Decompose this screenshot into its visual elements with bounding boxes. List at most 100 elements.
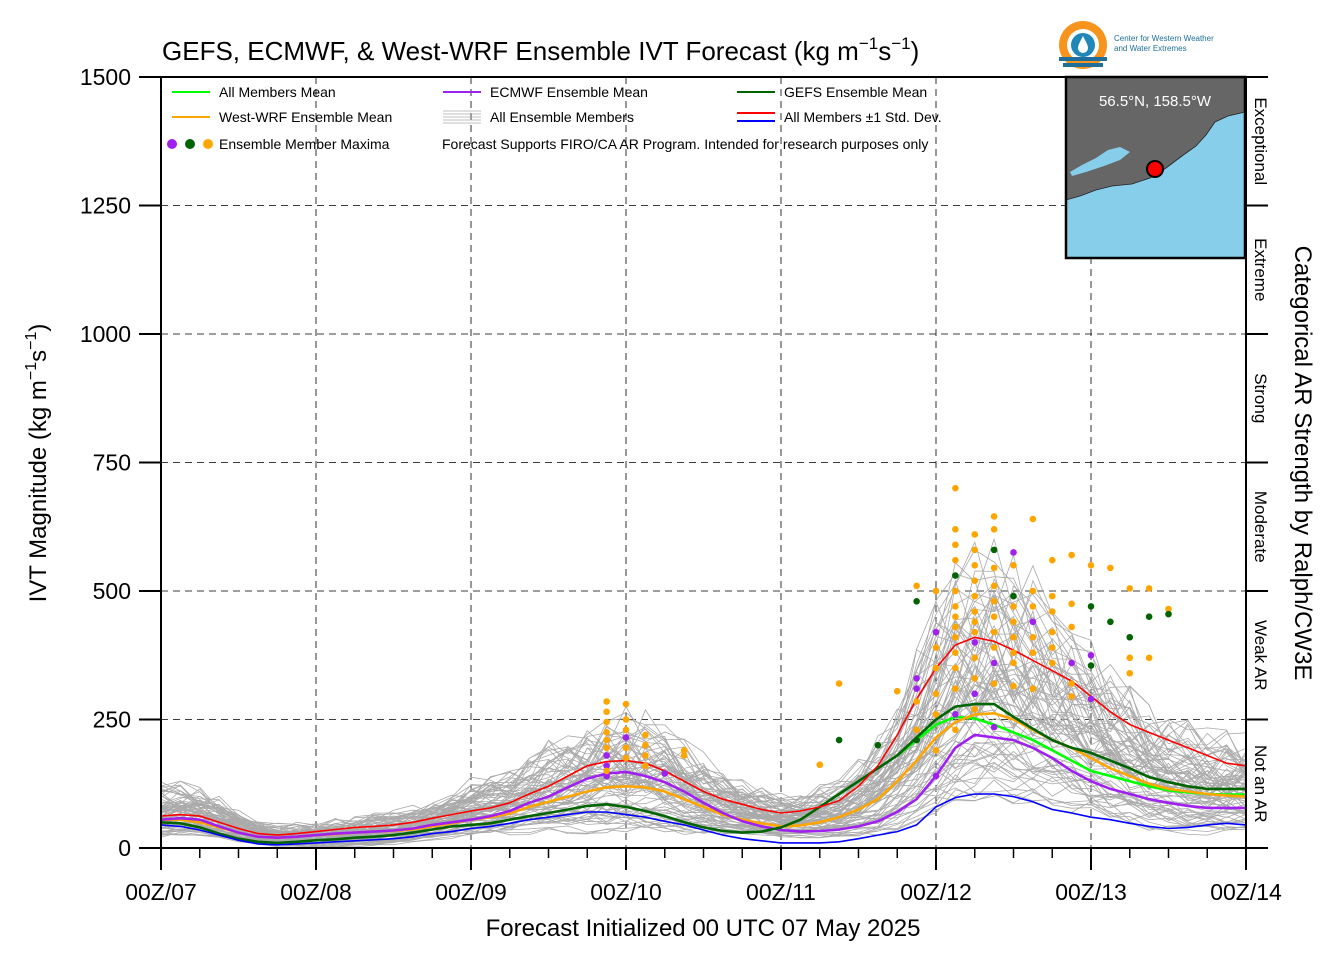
x-tick-label: 00Z/13 [1055, 879, 1127, 905]
maxima-point [990, 644, 998, 651]
x-tick-label: 00Z/11 [746, 879, 816, 905]
maxima-point [990, 546, 998, 554]
maxima-point [1029, 649, 1037, 656]
maxima-point [622, 744, 630, 752]
series-line [161, 636, 1246, 836]
category-labels: Not an AR Weak AR Moderate Strong Extreme Exc… [1251, 97, 1270, 822]
ensemble-member-line [161, 573, 1246, 832]
ensemble-members [161, 537, 1246, 848]
ensemble-member-line [161, 537, 1246, 833]
maxima-point [990, 513, 998, 520]
maxima-point [1107, 564, 1114, 572]
maxima-point [680, 747, 688, 754]
maxima-point [913, 698, 920, 705]
category-label: Exceptional [1251, 97, 1270, 185]
maxima-point [1048, 608, 1056, 615]
ensemble-member-line [161, 590, 1246, 836]
maxima-point [1087, 695, 1095, 703]
maxima-point [622, 716, 630, 723]
x-tick-label: 00Z/10 [590, 879, 662, 905]
ensemble-member-line [161, 596, 1246, 834]
maxima-point [642, 741, 649, 749]
maxima-point [603, 762, 610, 770]
maxima-point [971, 546, 979, 554]
y-tick-label: 1000 [80, 321, 131, 347]
maxima-point [1087, 651, 1095, 659]
maxima-point [1010, 549, 1017, 556]
maxima-point [971, 690, 979, 698]
maxima-point [971, 531, 979, 538]
maxima-point [971, 592, 979, 600]
maxima-point [1087, 662, 1095, 669]
maxima-point [622, 734, 630, 741]
ensemble-member-line [161, 639, 1246, 841]
maxima-point [1010, 618, 1017, 626]
legend-member-maxima: Ensemble Member Maxima [219, 136, 390, 152]
maxima-point [603, 752, 610, 759]
maxima-point [1068, 680, 1075, 687]
maxima-point [1029, 603, 1037, 610]
category-label: Moderate [1251, 491, 1270, 563]
maxima-point [971, 577, 979, 585]
maxima-point [1126, 654, 1134, 662]
maxima-point [932, 690, 940, 698]
x-tick-label: 00Z/14 [1210, 879, 1282, 905]
maxima-point [913, 582, 920, 590]
location-marker [1146, 160, 1164, 178]
maxima-point [603, 698, 610, 705]
disclaimer: Forecast Supports FIRO/CA AR Program. In… [442, 136, 928, 152]
maxima-point [990, 582, 998, 590]
maxima-point [1029, 685, 1037, 692]
maxima-point [932, 747, 940, 754]
logo-text-line2: and Water Extremes [1114, 44, 1187, 53]
maxima-point [971, 705, 979, 713]
maxima-point [952, 526, 959, 533]
maxima-point [1029, 587, 1037, 595]
category-label: Strong [1251, 373, 1270, 423]
maxima-point [971, 639, 979, 646]
legend-westwrf-mean: West-WRF Ensemble Mean [219, 109, 392, 125]
maxima-point [1048, 628, 1056, 636]
maxima-point [1165, 605, 1172, 613]
series-line [161, 793, 1246, 846]
ensemble-member-line [161, 665, 1246, 837]
maxima-point [913, 726, 920, 734]
maxima-point [913, 597, 920, 605]
x-tick-label: 00Z/09 [435, 879, 507, 905]
maxima-point [1010, 649, 1017, 656]
legend-all-members: All Ensemble Members [490, 109, 634, 125]
x-tick-label: 00Z/12 [900, 879, 972, 905]
maxima-point [971, 608, 979, 615]
maxima-point [1068, 693, 1075, 700]
maxima-point [1126, 585, 1134, 592]
y-tick-label: 250 [93, 707, 131, 733]
maxima-point [680, 752, 688, 759]
maxima-point [1010, 562, 1017, 569]
maxima-point [932, 644, 940, 651]
x-axis-label: Forecast Initialized 00 UTC 07 May 2025 [486, 915, 921, 942]
maxima-point [1068, 659, 1075, 667]
y-tick-label: 0 [118, 835, 131, 861]
ensemble-member-line [161, 594, 1246, 832]
ensemble-member-line [161, 685, 1246, 840]
maxima-point [603, 718, 610, 726]
maxima-point [952, 623, 959, 631]
maxima-point [1048, 659, 1056, 667]
maxima-point [1029, 633, 1037, 641]
y-tick-label: 500 [93, 578, 131, 604]
maxima-point [642, 731, 649, 739]
maxima-point [952, 649, 959, 656]
cw3e-logo: Center for Western Weather and Water Ext… [1059, 21, 1214, 69]
axis-ticks [139, 76, 1268, 870]
maxima-point [990, 564, 998, 572]
maxima-point [622, 700, 630, 708]
maxima-point [952, 711, 959, 718]
y-axis-label: IVT Magnitude (kg m−1s−1) [23, 324, 52, 603]
maxima-point [932, 711, 940, 718]
category-label: Extreme [1251, 238, 1270, 301]
ensemble-member-line [161, 729, 1246, 843]
ensemble-member-line [161, 754, 1246, 845]
legend-std-dev: All Members ±1 Std. Dev. [784, 109, 942, 125]
maxima-point [932, 772, 940, 780]
maxima-point [1145, 585, 1153, 592]
